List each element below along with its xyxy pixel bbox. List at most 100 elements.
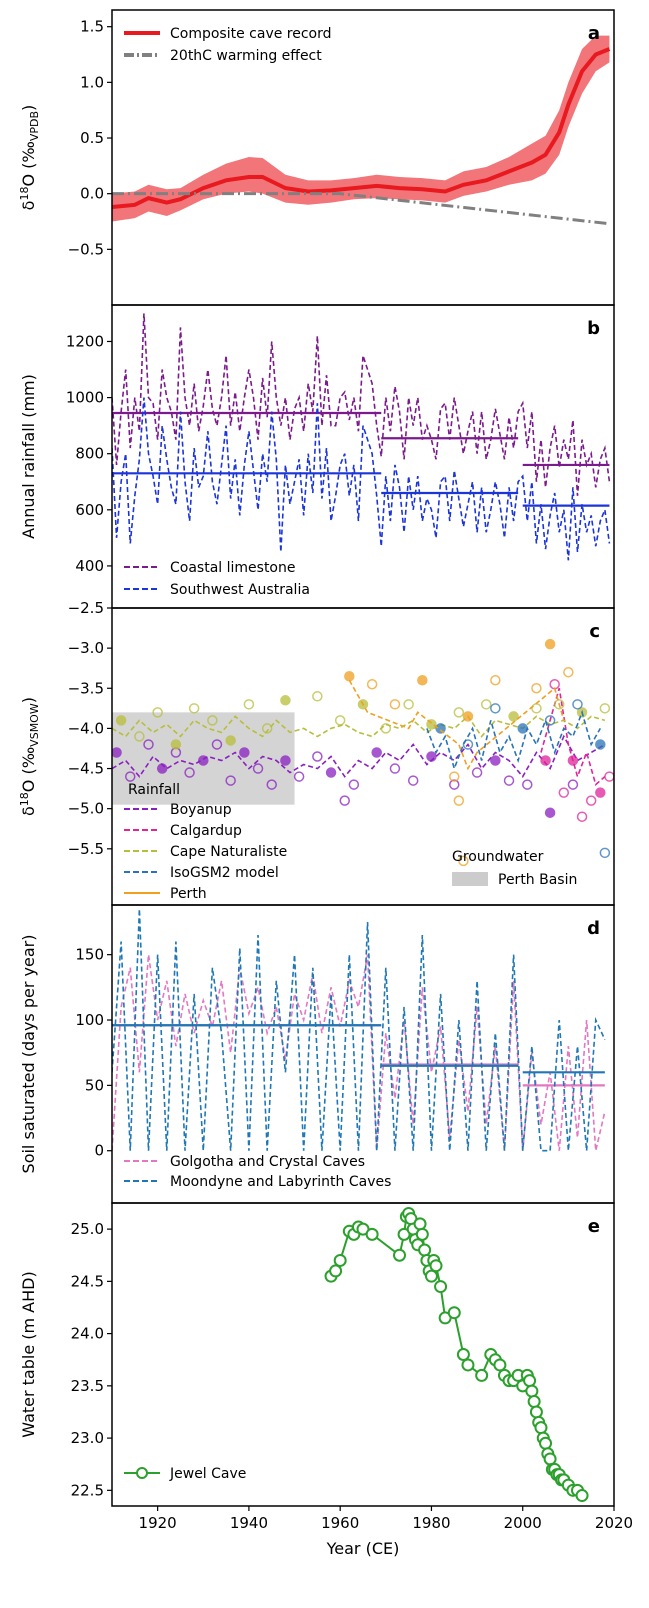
data-point-isogsm2-model bbox=[517, 723, 528, 734]
panel-letter: e bbox=[588, 1216, 600, 1237]
data-point-cape-naturaliste bbox=[134, 731, 145, 742]
legend-label: Cape Naturaliste bbox=[170, 844, 287, 860]
legend-label: Golgotha and Crystal Caves bbox=[170, 1154, 365, 1170]
y-tick-label: −2.5 bbox=[68, 599, 104, 617]
panel-letter: c bbox=[589, 621, 600, 642]
panel-letter: d bbox=[587, 918, 600, 939]
data-point-boyanup bbox=[449, 779, 460, 790]
data-point-jewel-cave bbox=[575, 1489, 589, 1503]
data-point-jewel-cave bbox=[543, 1452, 557, 1466]
uncertainty-band-composite-cave-record bbox=[112, 35, 610, 222]
y-tick-label: 50 bbox=[85, 1076, 104, 1094]
series-line-boyanup bbox=[112, 734, 606, 778]
x-tick-label: 1940 bbox=[230, 1514, 268, 1532]
x-tick-label: 2020 bbox=[595, 1514, 633, 1532]
data-point-jewel-cave bbox=[525, 1384, 539, 1398]
data-point-cape-naturaliste bbox=[380, 723, 392, 734]
data-point-cape-naturaliste bbox=[280, 695, 291, 706]
y-tick-label: 23.0 bbox=[71, 1429, 104, 1447]
legend-entry: Jewel Cave bbox=[124, 1466, 246, 1482]
x-tick-label: 2000 bbox=[504, 1514, 542, 1532]
data-point-cape-naturaliste bbox=[508, 711, 519, 722]
legend-entry: Boyanup bbox=[124, 802, 232, 818]
y-tick-label: 0 bbox=[94, 1142, 104, 1160]
legend-label: IsoGSM2 model bbox=[170, 865, 279, 881]
data-point-jewel-cave bbox=[415, 1227, 429, 1241]
data-point-boyanup bbox=[184, 767, 195, 778]
series-line-moondyne-and-labyrinth-caves bbox=[112, 908, 606, 1152]
data-point-cape-naturaliste bbox=[553, 699, 565, 710]
data-point-jewel-cave bbox=[365, 1227, 379, 1241]
plot-area bbox=[112, 638, 614, 867]
data-point-boyanup bbox=[407, 775, 419, 786]
data-point-boyanup bbox=[280, 755, 291, 766]
y-tick-label: 150 bbox=[75, 946, 104, 964]
plot-area bbox=[324, 1206, 589, 1503]
panel-letter: b bbox=[587, 318, 600, 339]
data-point-jewel-cave bbox=[461, 1358, 475, 1372]
y-tick-label: −3.5 bbox=[68, 679, 104, 697]
data-point-isogsm2-model bbox=[462, 739, 474, 750]
y-tick-label: −5.5 bbox=[68, 840, 104, 858]
y-axis-label: δ18O (‰VSMOW) bbox=[18, 697, 41, 816]
y-tick-label: −5.0 bbox=[68, 800, 104, 818]
y-axis-label: Annual rainfall (mm) bbox=[19, 374, 38, 539]
legend-entry: Perth bbox=[124, 886, 207, 902]
data-point-boyanup bbox=[490, 755, 501, 766]
data-point-cape-naturaliste bbox=[207, 715, 218, 726]
groundwater-legend-label: Perth Basin bbox=[498, 872, 577, 888]
series-line-southwest-australia bbox=[112, 397, 611, 561]
plot-area bbox=[112, 35, 611, 226]
data-point-perth bbox=[344, 670, 355, 682]
panel-b: 1200 1000 800 600 400 b bbox=[66, 304, 615, 609]
legend-label: Calgardup bbox=[170, 823, 242, 839]
panel-e: 25.0 24.5 24.0 23.5 23.0 22.5 e 1920 1940 1960 198… bbox=[71, 1202, 633, 1558]
data-point-isogsm2-model bbox=[544, 715, 556, 726]
legend-label: Southwest Australia bbox=[170, 582, 310, 598]
data-point-boyanup bbox=[312, 751, 323, 762]
data-point-cape-naturaliste bbox=[225, 735, 236, 746]
y-tick-label: 0.0 bbox=[80, 185, 104, 203]
legend-marker bbox=[136, 1467, 148, 1479]
data-point-isogsm2-model bbox=[490, 703, 501, 714]
x-tick-label: 1980 bbox=[412, 1514, 450, 1532]
data-point-jewel-cave bbox=[475, 1368, 489, 1382]
data-point-jewel-cave bbox=[413, 1217, 427, 1231]
data-point-boyanup bbox=[471, 767, 483, 778]
y-tick-label: −4.5 bbox=[68, 760, 104, 778]
data-point-boyanup bbox=[125, 771, 136, 782]
legend-entry: Calgardup bbox=[124, 823, 242, 839]
y-tick-label: 600 bbox=[75, 501, 104, 519]
data-point-jewel-cave bbox=[393, 1248, 407, 1262]
panel-a: 1.5 1.0 0.5 0.0 −0.5 a bbox=[68, 9, 615, 306]
data-point-perth bbox=[490, 674, 501, 686]
y-tick-label: 1.0 bbox=[80, 73, 104, 91]
data-point-cape-naturaliste bbox=[599, 703, 611, 714]
plot-area bbox=[112, 313, 611, 561]
data-point-perth bbox=[563, 666, 574, 678]
data-point-cape-naturaliste bbox=[334, 715, 346, 726]
data-point-jewel-cave bbox=[527, 1395, 541, 1409]
series-line-coastal-limestone bbox=[112, 313, 611, 496]
y-tick-label: 24.0 bbox=[71, 1325, 104, 1343]
y-tick-label: 1.5 bbox=[80, 18, 104, 36]
data-point-calgardup bbox=[595, 787, 606, 798]
legend-label: Composite cave record bbox=[170, 26, 332, 42]
y-tick-label: −0.5 bbox=[68, 240, 104, 258]
legend-label: Jewel Cave bbox=[169, 1466, 246, 1482]
data-point-jewel-cave bbox=[329, 1264, 343, 1278]
data-point-cape-naturaliste bbox=[152, 707, 163, 718]
data-point-boyanup bbox=[544, 807, 556, 818]
x-tick-label: 1960 bbox=[321, 1514, 359, 1532]
data-point-calgardup bbox=[604, 771, 614, 782]
legend-title: Rainfall bbox=[128, 782, 180, 798]
y-tick-label: 100 bbox=[75, 1011, 104, 1029]
panel-letter: a bbox=[588, 23, 600, 44]
legend-label: Perth bbox=[170, 886, 207, 902]
data-point-calgardup bbox=[576, 811, 588, 822]
data-point-perth bbox=[453, 795, 465, 806]
series-line-isogsm2-model bbox=[426, 709, 602, 772]
data-point-jewel-cave bbox=[523, 1374, 537, 1388]
legend-entry: Moondyne and Labyrinth Caves bbox=[124, 1174, 391, 1190]
data-point-boyanup bbox=[389, 763, 401, 774]
